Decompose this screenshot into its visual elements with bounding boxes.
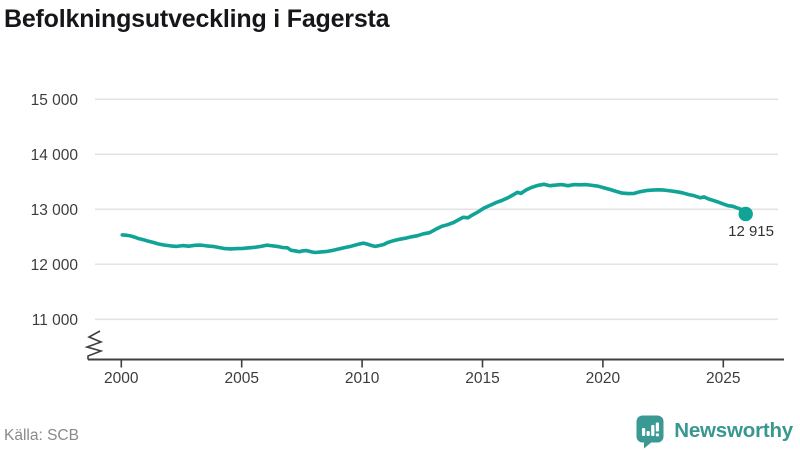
y-axis-tick-label: 14 000 xyxy=(31,147,79,164)
newsworthy-logo[interactable]: Newsworthy xyxy=(635,413,793,449)
page-title: Befolkningsutveckling i Fagersta xyxy=(4,5,390,33)
source-attribution: Källa: SCB xyxy=(4,427,79,444)
x-axis-tick-label: 2010 xyxy=(345,370,380,387)
x-axis-tick-label: 2005 xyxy=(224,370,258,387)
population-line xyxy=(120,182,748,255)
x-axis-tick-label: 2025 xyxy=(706,370,740,387)
y-axis-tick-label: 15 000 xyxy=(31,92,79,109)
axis-break-icon xyxy=(84,330,104,360)
last-value-label: 12 915 xyxy=(728,223,774,240)
brand-name: Newsworthy xyxy=(674,419,793,442)
x-axis-tick-label: 2020 xyxy=(586,370,621,387)
y-axis-tick-label: 12 000 xyxy=(31,257,79,274)
y-axis-tick-label: 11 000 xyxy=(32,312,79,329)
y-axis-tick-label: 13 000 xyxy=(31,202,79,219)
last-point-marker xyxy=(738,206,753,222)
x-axis-tick-label: 2015 xyxy=(465,370,499,387)
x-axis-tick-label: 2000 xyxy=(104,370,139,387)
newsworthy-bars-icon xyxy=(636,415,664,448)
